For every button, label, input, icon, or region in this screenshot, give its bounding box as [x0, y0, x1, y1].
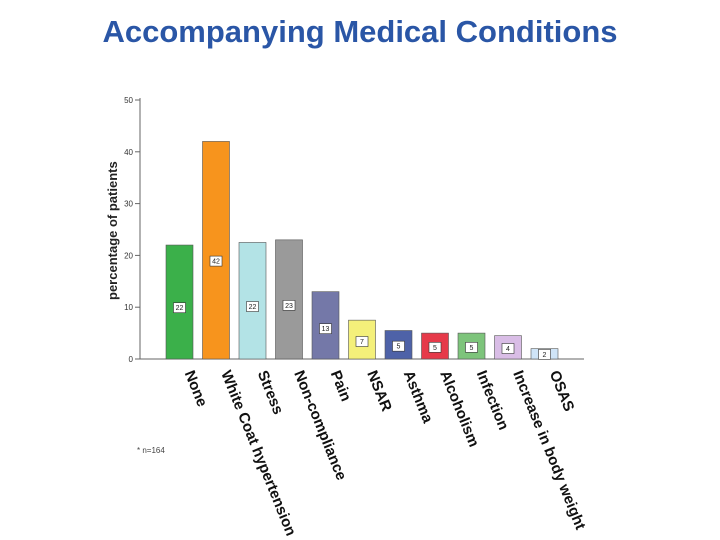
- y-tick-label: 10: [124, 303, 133, 312]
- data-label-box: [428, 342, 442, 353]
- bar: [165, 244, 194, 360]
- data-label-box: [246, 301, 259, 312]
- category-label: Increase in body weight: [509, 368, 588, 532]
- y-tick-label: 0: [129, 355, 134, 364]
- y-tick-label: 40: [124, 148, 133, 157]
- chart-bars: [165, 141, 559, 360]
- data-label: 4: [506, 346, 510, 353]
- data-label-box: [465, 342, 478, 353]
- category-label: White Coat hypertension: [217, 368, 299, 538]
- data-label-box: [209, 255, 223, 267]
- category-label: Stress: [254, 368, 287, 417]
- data-label: 23: [285, 303, 293, 310]
- data-label-box: [173, 302, 186, 314]
- data-label: 42: [212, 259, 220, 266]
- data-label-box: [538, 349, 551, 360]
- category-label: None: [181, 368, 211, 409]
- category-label: Asthma: [400, 368, 437, 426]
- category-label: NSAR: [363, 368, 395, 414]
- data-label-box: [355, 336, 369, 347]
- data-label: 5: [397, 344, 401, 351]
- bar: [457, 332, 486, 360]
- category-label: Pain: [327, 368, 355, 404]
- data-label: 5: [470, 345, 474, 352]
- bar: [202, 141, 230, 360]
- data-label: 13: [322, 326, 330, 333]
- chart-title: Accompanying Medical Conditions: [102, 14, 618, 49]
- sample-size-note: * n=164: [137, 446, 165, 455]
- y-tick-label: 20: [124, 251, 133, 260]
- data-label: 7: [360, 339, 364, 346]
- category-label: Infection: [473, 368, 512, 432]
- data-label-box: [392, 340, 405, 352]
- data-label: 5: [433, 345, 437, 352]
- data-label-box: [282, 300, 296, 311]
- y-tick-label: 50: [124, 96, 133, 105]
- data-label: 22: [176, 305, 184, 312]
- bar: [238, 242, 267, 360]
- data-label: 2: [543, 352, 547, 359]
- y-axis-label: percentage of patients: [105, 161, 120, 300]
- data-label: 22: [249, 304, 257, 311]
- category-label: OSAS: [546, 368, 578, 414]
- data-label-box: [319, 323, 332, 334]
- y-tick-label: 30: [124, 200, 133, 209]
- data-label-box: [501, 343, 515, 354]
- bar: [275, 239, 303, 360]
